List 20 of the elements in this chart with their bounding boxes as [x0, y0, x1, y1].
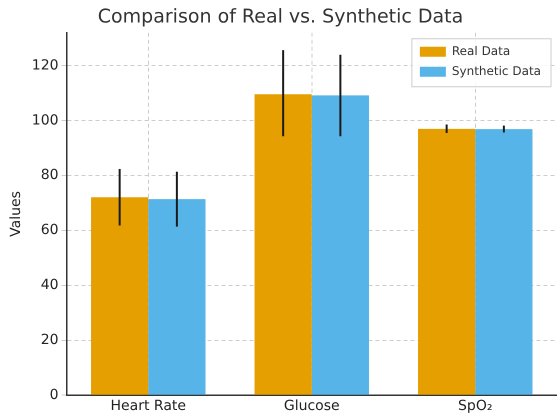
y-axis-title: Values	[8, 191, 24, 237]
legend-label: Real Data	[452, 44, 510, 58]
legend-label: Synthetic Data	[452, 64, 542, 78]
y-tick-label: 40	[40, 277, 59, 294]
bar	[418, 128, 476, 395]
y-tick-label: 20	[40, 332, 59, 348]
x-tick-label: Heart Rate	[110, 398, 186, 414]
bar	[312, 95, 369, 395]
x-tick-label: SpO₂	[458, 398, 492, 414]
y-tick-label: 80	[40, 167, 59, 184]
chart-title: Comparison of Real vs. Synthetic Data	[98, 5, 464, 28]
bar	[91, 197, 148, 395]
x-tick-label: Glucose	[284, 398, 340, 414]
bar	[148, 199, 206, 395]
y-tick-label: 0	[50, 386, 59, 403]
y-tick-label: 120	[32, 57, 59, 74]
y-tick-label: 100	[32, 112, 59, 128]
bar	[475, 129, 532, 395]
bar	[254, 94, 312, 395]
y-tick-label: 60	[40, 222, 59, 238]
